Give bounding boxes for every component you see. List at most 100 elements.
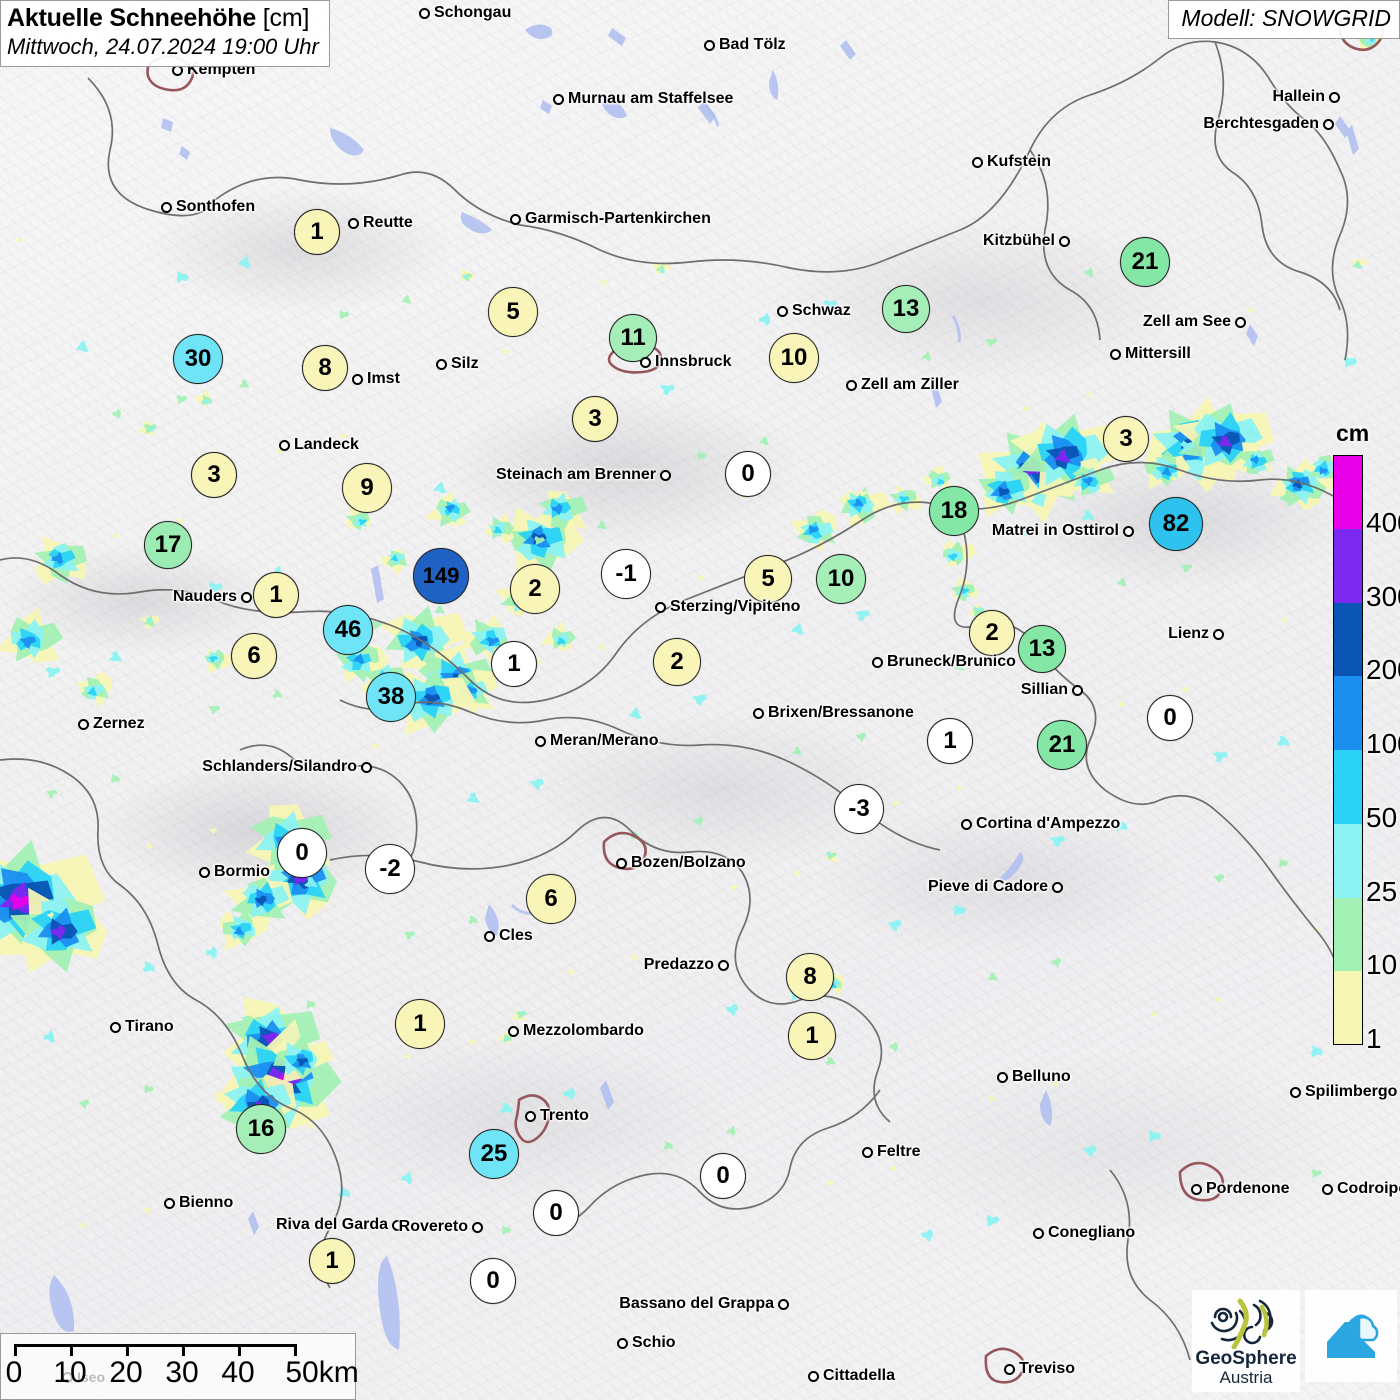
title-unit-text: [cm] xyxy=(262,4,310,32)
snow-depth-marker[interactable]: 1 xyxy=(395,999,445,1049)
snow-depth-marker[interactable]: 6 xyxy=(231,633,277,679)
snow-depth-marker[interactable]: 1 xyxy=(294,209,340,255)
city-label: Pieve di Cadore xyxy=(924,878,1063,896)
snow-depth-marker[interactable]: 10 xyxy=(769,333,819,383)
snow-depth-marker[interactable]: 0 xyxy=(700,1153,746,1199)
snow-depth-value: 9 xyxy=(360,474,374,501)
scale-bar-label: 50km xyxy=(285,1356,359,1389)
snow-depth-marker[interactable]: 16 xyxy=(236,1104,286,1154)
colorbar-segment xyxy=(1333,602,1363,677)
snow-depth-marker[interactable]: 1 xyxy=(253,572,299,618)
city-point-icon xyxy=(110,1021,121,1033)
snow-depth-marker[interactable]: 3 xyxy=(191,452,237,498)
snow-depth-marker[interactable]: 1 xyxy=(788,1012,836,1060)
snow-depth-marker[interactable]: 5 xyxy=(744,555,792,603)
city-label: Meran/Merano xyxy=(535,732,662,750)
snow-depth-marker[interactable]: 1 xyxy=(491,641,537,687)
snow-depth-marker[interactable]: 17 xyxy=(144,521,192,569)
city-label: Belluno xyxy=(997,1068,1075,1086)
city-name: Hallein xyxy=(1272,88,1325,105)
city-label: Zell am Ziller xyxy=(846,376,963,394)
snow-depth-value: 18 xyxy=(940,497,968,524)
snow-depth-marker[interactable]: 21 xyxy=(1120,237,1170,287)
snow-depth-value: 25 xyxy=(480,1140,508,1167)
city-name: Bruneck/Brunico xyxy=(887,653,1016,670)
snow-depth-value: 13 xyxy=(1028,635,1056,662)
snow-depth-marker[interactable]: 5 xyxy=(488,287,538,337)
city-label: Bormio xyxy=(199,863,274,881)
city-label: Hallein xyxy=(1269,88,1340,106)
city-name: Reutte xyxy=(363,214,413,231)
snow-depth-marker[interactable]: 18 xyxy=(929,486,979,536)
snow-depth-value: 0 xyxy=(549,1199,563,1226)
city-name: Imst xyxy=(367,370,400,387)
snow-depth-value: 38 xyxy=(377,683,405,710)
city-point-icon xyxy=(808,1370,819,1382)
snow-depth-marker[interactable]: 149 xyxy=(413,548,469,604)
city-point-icon xyxy=(1191,1183,1202,1195)
snow-depth-marker[interactable]: 1 xyxy=(309,1238,355,1284)
scale-bar-label: 30 xyxy=(165,1356,199,1389)
city-point-icon xyxy=(655,601,666,613)
mountain-cloud-icon xyxy=(1327,1314,1379,1358)
snow-depth-marker[interactable]: 38 xyxy=(366,672,416,722)
snow-depth-marker[interactable]: 3 xyxy=(572,396,618,442)
snow-depth-value: 21 xyxy=(1048,731,1076,758)
snow-depth-marker[interactable]: 2 xyxy=(969,610,1015,656)
snow-depth-marker[interactable]: 9 xyxy=(342,463,392,513)
snow-depth-value: 13 xyxy=(892,295,920,322)
city-point-icon xyxy=(161,201,172,213)
snow-depth-marker[interactable]: 0 xyxy=(533,1190,579,1236)
city-label: Landeck xyxy=(279,436,363,454)
snow-depth-marker[interactable]: 46 xyxy=(323,605,373,655)
snow-depth-marker[interactable]: 21 xyxy=(1037,720,1087,770)
snow-depth-marker[interactable]: -3 xyxy=(834,784,884,834)
snow-depth-marker[interactable]: 2 xyxy=(653,638,701,686)
city-label: Brixen/Bressanone xyxy=(753,704,918,722)
snow-depth-marker[interactable]: 0 xyxy=(1147,695,1193,741)
snow-depth-marker[interactable]: 25 xyxy=(469,1129,519,1179)
city-name: Murnau am Staffelsee xyxy=(568,90,734,107)
city-name: Rovereto xyxy=(398,1218,468,1235)
scale-bar-label: 20 xyxy=(109,1356,143,1389)
city-label: Rovereto xyxy=(395,1218,483,1236)
snow-depth-marker[interactable]: 1 xyxy=(927,718,973,764)
geosphere-logo-subtitle: Austria xyxy=(1219,1368,1273,1388)
snow-depth-marker[interactable]: 0 xyxy=(470,1258,516,1304)
city-point-icon xyxy=(1072,684,1083,696)
snow-depth-marker[interactable]: 13 xyxy=(882,285,930,333)
snow-depth-marker[interactable]: 0 xyxy=(277,828,327,878)
snow-depth-marker[interactable]: 3 xyxy=(1103,416,1149,462)
city-label: Innsbruck xyxy=(640,353,735,371)
snow-depth-value: 2 xyxy=(528,575,542,602)
snow-depth-value: 1 xyxy=(325,1247,339,1274)
snow-depth-marker[interactable]: 2 xyxy=(510,564,560,614)
city-label: Mittersill xyxy=(1110,345,1195,363)
city-label: Bienno xyxy=(164,1194,237,1212)
snow-depth-marker[interactable]: -2 xyxy=(365,844,415,894)
snow-depth-marker[interactable]: 82 xyxy=(1149,497,1203,551)
city-point-icon xyxy=(1235,316,1246,328)
city-point-icon xyxy=(1323,118,1334,130)
snow-depth-marker[interactable]: 0 xyxy=(725,451,771,497)
snow-depth-marker[interactable]: -1 xyxy=(601,549,651,599)
snow-depth-marker[interactable]: 11 xyxy=(609,314,657,362)
city-point-icon xyxy=(997,1071,1008,1083)
city-point-icon xyxy=(961,818,972,830)
snow-depth-marker[interactable]: 6 xyxy=(526,874,576,924)
snow-depth-marker[interactable]: 8 xyxy=(786,953,834,1001)
city-name: Zell am See xyxy=(1142,313,1231,330)
snow-depth-value: 21 xyxy=(1131,248,1159,275)
city-name: Schio xyxy=(632,1334,676,1351)
snow-depth-marker[interactable]: 8 xyxy=(302,345,348,391)
city-label: Schwaz xyxy=(777,302,855,320)
city-name: Cortina d'Ampezzo xyxy=(976,815,1121,832)
snow-depth-value: 5 xyxy=(761,565,775,592)
city-name: Cles xyxy=(499,927,533,944)
scale-bar-tick xyxy=(294,1344,297,1356)
snow-depth-marker[interactable]: 10 xyxy=(816,554,866,604)
snow-depth-marker[interactable]: 30 xyxy=(173,334,223,384)
snow-depth-value: 8 xyxy=(318,354,332,381)
snow-depth-marker[interactable]: 13 xyxy=(1018,625,1066,673)
scale-bar-label: 40 xyxy=(221,1356,255,1389)
